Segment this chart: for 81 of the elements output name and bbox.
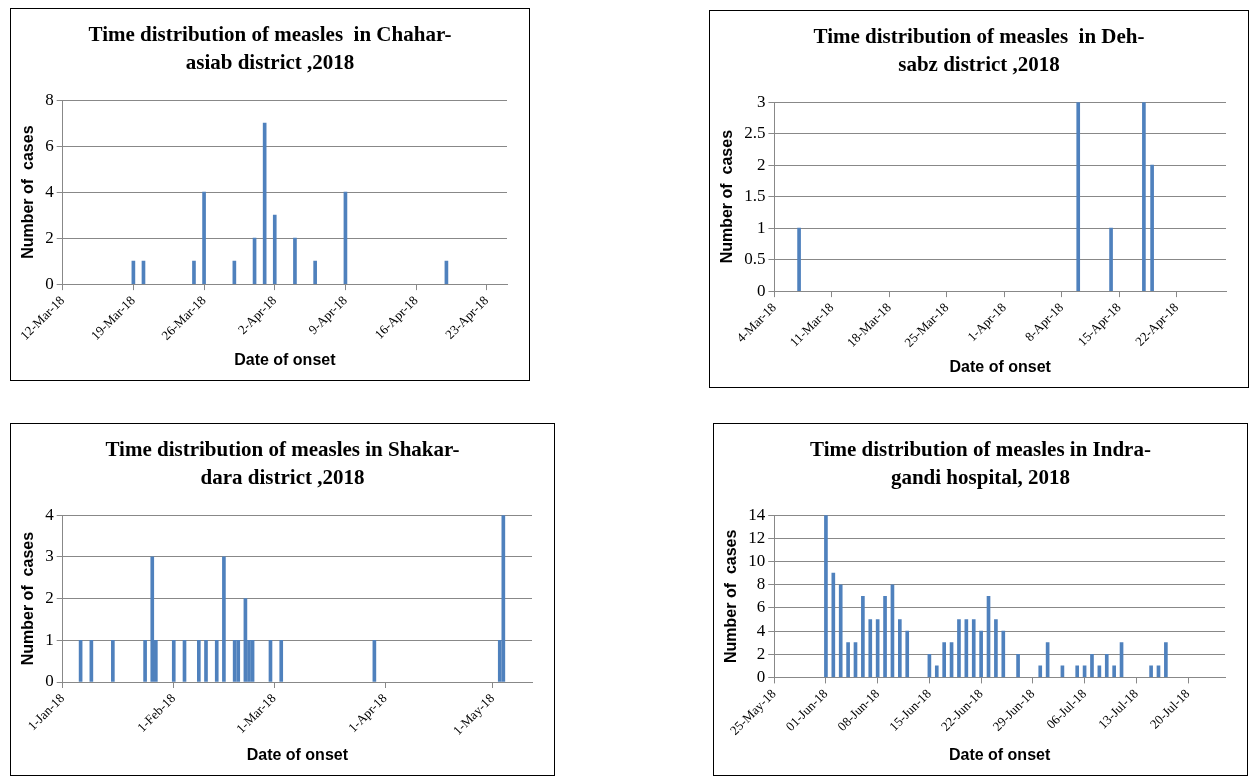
bar: [1016, 653, 1020, 678]
bar: [202, 191, 206, 284]
bar: [150, 556, 155, 682]
y-tick-label: 1: [756, 217, 766, 237]
bar: [143, 639, 147, 682]
y-tick-label: 6: [756, 597, 766, 617]
bar: [1075, 665, 1080, 678]
bar: [192, 260, 196, 284]
bar: [846, 642, 850, 678]
y-tick-label: 4: [756, 620, 766, 640]
bar: [957, 619, 961, 678]
chart-title: Time distribution of measles in Indra-gandi hospital, 2018: [809, 436, 1152, 491]
bar: [979, 630, 983, 678]
bar: [934, 665, 939, 678]
y-tick-label: 1.5: [744, 186, 766, 206]
y-tick-label: 4: [45, 504, 55, 524]
y-tick-label: 2: [756, 643, 766, 663]
bar: [898, 619, 902, 678]
y-tick-label: 10: [748, 551, 766, 571]
bar: [236, 639, 241, 682]
bar: [1038, 665, 1043, 678]
bar: [1150, 164, 1154, 291]
y-tick-label: 1: [45, 629, 54, 649]
bar: [272, 214, 277, 284]
bar: [1142, 102, 1146, 291]
y-tick-label: 8: [45, 89, 54, 109]
bar: [868, 619, 873, 678]
bar: [905, 630, 910, 678]
bar: [1076, 102, 1081, 291]
y-tick-label: 2.5: [744, 123, 766, 143]
y-tick-label: 0: [756, 280, 766, 300]
bar: [279, 639, 284, 682]
y-axis-title: Number of cases: [718, 129, 736, 264]
chart-title: Time distribution of measles in Deh-sabz district ,2018: [812, 23, 1146, 78]
y-tick-label: 0: [45, 273, 54, 293]
bar: [111, 639, 115, 682]
bar: [1001, 630, 1006, 678]
y-axis-title: Number of cases: [19, 125, 37, 259]
y-tick-label: 12: [748, 527, 766, 547]
x-axis-title: Date of onset: [948, 745, 1051, 763]
bar: [942, 642, 946, 678]
y-tick-label: 0: [45, 671, 54, 691]
y-tick-label: 2: [45, 588, 54, 608]
bar: [204, 639, 208, 682]
bar: [313, 260, 317, 284]
bar: [971, 619, 976, 678]
x-axis-title: Date of onset: [234, 350, 337, 368]
y-tick-label: 3: [45, 546, 54, 566]
bar: [197, 639, 201, 682]
y-axis-title: Number of cases: [722, 529, 740, 663]
bar: [994, 619, 998, 678]
bar: [293, 237, 297, 284]
y-tick-label: 2: [756, 154, 766, 174]
y-tick-label: 0.5: [744, 249, 766, 269]
bar: [1164, 642, 1168, 678]
bar: [1149, 665, 1153, 678]
bar: [797, 227, 801, 291]
bar: [1112, 665, 1116, 678]
bar: [214, 639, 219, 682]
bar: [824, 515, 828, 678]
bar: [1090, 653, 1094, 678]
bar: [831, 572, 836, 678]
bar: [861, 595, 865, 678]
bar: [222, 556, 226, 682]
y-tick-label: 14: [748, 504, 766, 524]
bar: [171, 639, 176, 682]
y-tick-label: 8: [756, 574, 766, 594]
y-tick-label: 0: [756, 666, 766, 686]
x-axis-title: Date of onset: [246, 745, 349, 763]
bar: [1104, 653, 1109, 678]
chart-title: Time distribution of measles in Shakar-dara district ,2018: [104, 436, 461, 491]
y-tick-label: 3: [756, 91, 766, 111]
y-axis-title: Number of cases: [19, 531, 37, 666]
x-axis-title: Date of onset: [949, 357, 1052, 375]
y-tick-label: 2: [45, 227, 54, 247]
y-tick-label: 4: [45, 181, 55, 201]
bar: [838, 584, 843, 678]
chart-title: Time distribution of measles in Chahar-asiab district ,2018: [87, 21, 453, 76]
bar: [1109, 227, 1113, 291]
y-tick-label: 6: [45, 135, 54, 155]
bar: [883, 595, 887, 678]
